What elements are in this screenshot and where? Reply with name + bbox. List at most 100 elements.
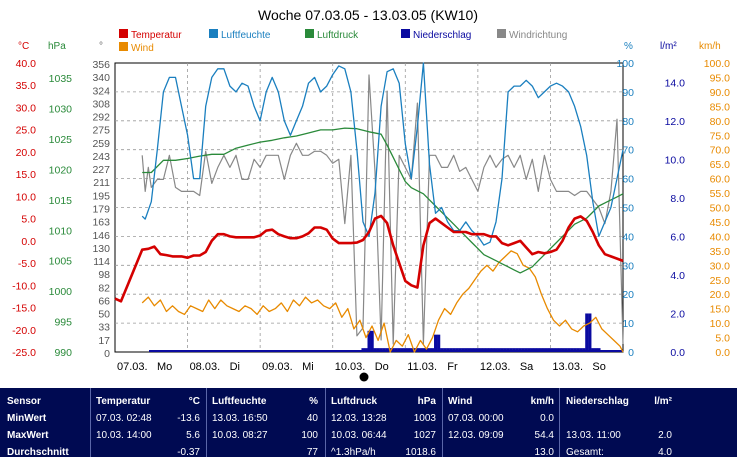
direction-tick-label: 114 (93, 256, 110, 268)
wind-tick-label: 0.0 (715, 347, 730, 359)
header-sensor: Sensor (7, 396, 41, 407)
temp-tick-label: -25.0 (12, 347, 36, 359)
direction-tick-label: 179 (92, 204, 110, 216)
legend-swatch-windrichtung (497, 29, 506, 38)
wind-tick-label: 10.0 (710, 318, 731, 330)
rain-bar (588, 313, 592, 352)
cell-temp-time: 07.03. 02:48 (96, 413, 152, 424)
pressure-tick-label: 1010 (49, 225, 73, 237)
legend-label-niederschlag: Niederschlag (413, 30, 471, 41)
cell-temp-value: 5.6 (186, 430, 200, 441)
humidity-tick-label: 20 (622, 289, 634, 301)
rain-bar (370, 330, 374, 352)
x-day-label: Mo (157, 361, 172, 373)
cell-temp-time: 10.03. 14:00 (96, 430, 152, 441)
cell-rain-value: 4.0 (658, 447, 672, 458)
weather-chart: Woche 07.03.05 - 13.03.05 (KW10) Tempera… (12, 7, 731, 382)
pressure-unit-label: hPa (48, 41, 66, 52)
temp-tick-label: 5.0 (21, 214, 36, 226)
wind-tick-label: 80.0 (710, 116, 731, 128)
wind-tick-label: 70.0 (710, 145, 731, 157)
rain-bar (367, 330, 371, 352)
table-separator (442, 388, 443, 457)
temp-tick-label: -10.0 (12, 280, 36, 292)
rain-tick-label: 4.0 (670, 270, 685, 282)
temp-tick-label: -5.0 (18, 258, 36, 270)
cell-temp-value: -13.6 (177, 413, 200, 424)
cell-rain-value: 2.0 (658, 430, 672, 441)
x-tick-label: 13.03. (552, 361, 583, 373)
direction-tick-label: 33 (98, 322, 110, 334)
direction-tick-label: 66 (98, 295, 110, 307)
table-separator (90, 388, 91, 457)
x-day-label: Fr (447, 361, 458, 373)
rain-tick-label: 10.0 (665, 154, 686, 166)
rain-bar (434, 334, 438, 352)
header-temperatur: Temperatur (96, 396, 151, 407)
legend: Temperatur Luftfeuchte Luftdruck Niederschl… (119, 29, 567, 54)
pressure-tick-label: 990 (54, 347, 72, 359)
wind-tick-label: 100.0 (704, 58, 730, 70)
table-separator (325, 388, 326, 457)
direction-tick-label: 259 (92, 138, 110, 150)
wind-tick-label: 15.0 (710, 304, 731, 316)
cell-press-value: 1003 (413, 413, 436, 424)
humidity-tick-label: 100 (616, 58, 634, 70)
wind-tick-label: 95.0 (710, 72, 731, 84)
direction-unit-label: ° (99, 41, 103, 52)
series-line-luftfeuchte (141, 62, 624, 246)
pressure-tick-label: 995 (54, 317, 72, 329)
humidity-unit-label: % (624, 41, 633, 52)
rain-tick-label: 6.0 (670, 231, 685, 243)
wind-tick-label: 40.0 (710, 231, 731, 243)
legend-label-windrichtung: Windrichtung (509, 30, 567, 41)
cell-press-time: ^1.3hPa/h (331, 447, 376, 458)
wind-tick-label: 85.0 (710, 101, 731, 113)
cell-press-time: 12.03. 13:28 (331, 413, 387, 424)
direction-tick-label: 0 (104, 348, 110, 360)
humidity-tick-label: 0 (628, 347, 634, 359)
legend-label-wind: Wind (131, 43, 154, 54)
direction-tick-label: 82 (98, 282, 110, 294)
wind-tick-label: 45.0 (710, 217, 731, 229)
direction-tick-label: 98 (98, 269, 110, 281)
temp-tick-label: 0.0 (21, 236, 36, 248)
temp-tick-label: 40.0 (16, 58, 37, 70)
direction-tick-label: 146 (92, 230, 110, 242)
wind-tick-label: 75.0 (710, 130, 731, 142)
temp-tick-label: 15.0 (16, 169, 37, 181)
wind-tick-label: 20.0 (710, 289, 731, 301)
cell-press-value: 1027 (413, 430, 436, 441)
x-axis: 07.03. Mo 08.03. Di 09.03. Mi 10.03. Do 11.03. Fr… (117, 361, 606, 373)
direction-tick-label: 308 (92, 98, 110, 110)
x-tick-label: 10.03. (335, 361, 366, 373)
pressure-tick-label: 1015 (49, 195, 73, 207)
direction-tick-label: 195 (92, 190, 110, 202)
x-day-label: Sa (520, 361, 534, 373)
cell-hum-value: 77 (306, 447, 318, 458)
series-line-luftdruck (142, 127, 624, 274)
humidity-tick-label: 10 (622, 318, 634, 330)
cell-rain-time: 13.03. 11:00 (566, 430, 621, 441)
rain-tick-label: 8.0 (670, 193, 685, 205)
legend-swatch-niederschlag (401, 29, 410, 38)
table-separator (206, 388, 207, 457)
rain-tick-label: 12.0 (665, 116, 686, 128)
humidity-tick-label: 80 (622, 116, 634, 128)
cell-hum-value: 100 (301, 430, 318, 441)
rain-tick-label: 0.0 (670, 347, 685, 359)
cell-press-value: 1018.6 (405, 447, 436, 458)
temp-tick-label: -15.0 (12, 303, 36, 315)
humidity-tick-label: 50 (622, 203, 634, 215)
x-tick-label: 11.03. (407, 361, 437, 373)
temp-tick-label: 35.0 (16, 80, 37, 92)
cell-temp-value: -0.37 (177, 447, 200, 458)
direction-tick-label: 50 (98, 309, 110, 321)
row-label: MinWert (7, 413, 47, 424)
direction-tick-label: 324 (92, 85, 110, 97)
header-press-unit: hPa (417, 396, 436, 407)
pressure-tick-label: 1000 (49, 286, 73, 298)
rain-baseline (149, 350, 623, 352)
cell-wind-value: 54.4 (534, 430, 554, 441)
temp-tick-label: -20.0 (12, 325, 36, 337)
